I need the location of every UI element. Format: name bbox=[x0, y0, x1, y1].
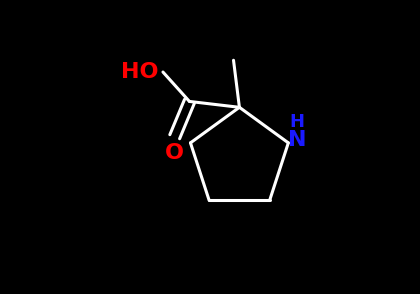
Text: HO: HO bbox=[121, 62, 159, 82]
Text: H: H bbox=[290, 113, 304, 131]
Text: O: O bbox=[165, 143, 184, 163]
Text: N: N bbox=[288, 130, 307, 150]
